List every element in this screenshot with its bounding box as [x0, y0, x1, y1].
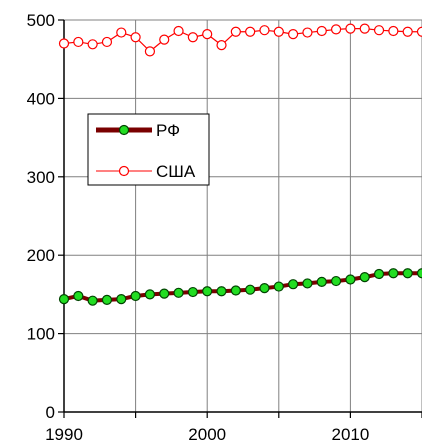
data-point-usa [187, 32, 198, 43]
data-point-usa [330, 24, 342, 35]
data-point-usa [216, 39, 227, 51]
data-point-rf [373, 268, 385, 280]
data-point-usa [159, 34, 170, 45]
x-tick-label: 2000 [188, 425, 226, 444]
data-point-usa [87, 39, 98, 50]
data-point-usa [302, 27, 313, 38]
data-point-rf [388, 268, 399, 279]
data-point-usa [402, 26, 413, 37]
series-layer [58, 23, 422, 306]
data-point-usa [416, 26, 422, 37]
data-point-usa [245, 26, 256, 37]
x-tick-label: 2010 [331, 425, 369, 444]
data-point-usa [273, 26, 284, 37]
data-point-usa [388, 25, 399, 37]
data-point-rf [345, 274, 356, 285]
legend-box [87, 113, 210, 186]
data-point-rf [359, 272, 370, 283]
data-point-rf [316, 276, 327, 287]
data-point-rf [273, 281, 284, 292]
data-point-rf [416, 268, 422, 279]
data-point-rf [159, 288, 170, 299]
data-point-rf [144, 289, 156, 300]
data-point-usa [316, 25, 327, 37]
data-point-usa [173, 25, 184, 37]
data-point-rf [87, 295, 98, 306]
y-tick-label: 500 [27, 11, 55, 30]
data-point-usa [130, 32, 141, 43]
data-point-usa [373, 25, 385, 36]
data-point-rf [173, 287, 184, 298]
data-point-rf [245, 284, 256, 295]
axes [58, 19, 422, 418]
data-point-rf [101, 294, 113, 305]
legend-rf-marker [118, 124, 130, 136]
data-point-usa [359, 23, 370, 34]
data-point-rf [187, 286, 198, 298]
data-point-rf [402, 268, 413, 279]
data-point-rf [73, 290, 84, 302]
x-tick-label: 1990 [45, 425, 83, 444]
data-point-rf [230, 285, 241, 296]
data-point-rf [302, 278, 313, 289]
data-point-rf [116, 294, 127, 305]
y-tick-label: 300 [27, 168, 55, 187]
data-point-usa [101, 36, 113, 48]
data-point-rf [259, 283, 270, 294]
data-point-rf [58, 294, 70, 305]
y-tick-label: 0 [46, 403, 55, 422]
y-tick-label: 200 [27, 246, 55, 265]
data-point-usa [73, 36, 84, 48]
data-point-usa [345, 23, 356, 34]
data-point-usa [230, 26, 241, 37]
data-point-rf [216, 286, 227, 297]
data-point-rf [130, 290, 141, 302]
plot-area [64, 20, 422, 412]
data-point-usa [144, 46, 156, 57]
tick-labels: 0 100 200 300 400 500 1990 2000 2010 [27, 11, 370, 444]
legend: РФ США [87, 113, 210, 186]
legend-usa-marker [118, 165, 130, 177]
y-tick-label: 100 [27, 325, 55, 344]
data-point-usa [288, 29, 299, 40]
data-point-usa [202, 29, 213, 40]
y-tick-label: 400 [27, 89, 55, 108]
data-point-usa [259, 25, 270, 36]
data-point-rf [202, 286, 213, 297]
legend-usa-label: США [156, 162, 196, 181]
legend-rf-label: РФ [156, 121, 180, 140]
data-point-rf [330, 275, 342, 287]
data-point-usa [58, 38, 70, 49]
data-point-rf [288, 279, 299, 290]
data-point-usa [116, 27, 127, 38]
